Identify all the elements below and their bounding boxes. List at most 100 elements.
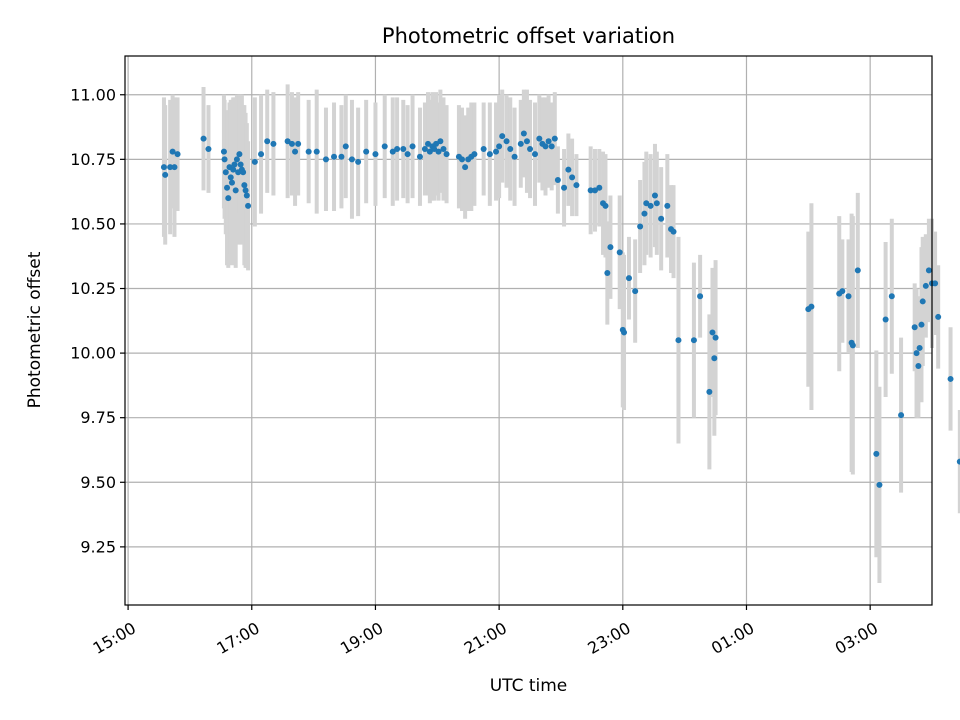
y-axis-ticks: 9.25 9.50 9.75 10.00 10.25 10.50 10.75 11.00 [70,85,125,556]
data-point [888,293,895,300]
data-point [443,151,450,158]
data-point [596,184,603,191]
y-tick-label: 11.00 [70,85,116,104]
data-point [621,329,628,336]
data-point [915,363,922,370]
data-point [462,164,469,171]
data-point [270,140,277,147]
data-point [520,130,527,137]
data-point [545,138,552,145]
y-tick-label: 10.25 [70,279,116,298]
data-point [565,166,572,173]
data-point [426,148,433,155]
data-point [409,143,416,150]
x-axis-label: UTC time [490,676,568,696]
data-point [653,200,660,207]
data-point [258,151,265,158]
data-point [849,342,856,349]
data-point [471,151,478,158]
data-point [511,153,518,160]
data-point [697,293,704,300]
data-point [200,135,207,142]
data-point [664,202,671,209]
data-point [919,298,926,305]
data-point [236,151,243,158]
data-point [602,202,609,209]
data-point [587,187,594,194]
data-point [554,177,561,184]
data-point [573,182,580,189]
data-point [240,169,247,176]
data-point [632,288,639,295]
data-point [916,344,923,351]
y-tick-label: 9.50 [80,473,116,492]
data-point [233,156,240,163]
data-point [561,184,568,191]
data-point [322,156,329,163]
data-point [523,138,530,145]
data-point [625,275,632,282]
data-point [243,192,250,199]
data-point [486,151,493,158]
data-point [431,146,438,153]
data-point [548,143,555,150]
data-point [616,249,623,256]
data-point [459,156,466,163]
data-point [647,202,654,209]
data-point [435,148,442,155]
data-point [808,303,815,310]
data-point [237,161,244,168]
data-point [690,337,697,344]
data-point [499,133,506,140]
data-point [284,138,291,145]
data-point [527,146,534,153]
data-point [225,195,232,202]
data-point [503,138,510,145]
data-point [363,148,370,155]
data-point [839,288,846,295]
chart-title: Photometric offset variation [382,24,675,48]
data-point [437,138,444,145]
data-point [251,158,258,165]
data-point [264,138,271,145]
data-point [918,321,925,328]
data-point [507,146,514,153]
data-point [292,148,299,155]
data-point [911,324,918,331]
data-point [241,182,248,189]
data-point [531,151,538,158]
data-point [348,156,355,163]
data-point [331,153,338,160]
data-point [658,215,665,222]
data-point [288,140,295,147]
data-point [670,228,677,235]
y-tick-label: 9.75 [80,408,116,427]
data-point [493,148,500,155]
data-point [637,223,644,230]
data-point [400,146,407,153]
data-point [355,158,362,165]
data-point [394,146,401,153]
data-point [222,169,229,176]
data-point [932,280,939,287]
data-point [416,153,423,160]
data-point [295,140,302,147]
data-points [160,130,960,488]
data-point [922,282,929,289]
data-point [433,140,440,147]
data-point [228,179,235,186]
data-point [675,337,682,344]
data-point [711,355,718,362]
data-point [542,143,549,150]
data-point [712,334,719,341]
data-point [169,148,176,155]
data-point [551,135,558,142]
data-point [709,329,716,336]
data-point [205,146,212,153]
y-tick-label: 9.25 [80,537,116,556]
data-point [372,151,379,158]
data-point [956,458,960,465]
data-point [232,187,239,194]
data-point [242,187,249,194]
